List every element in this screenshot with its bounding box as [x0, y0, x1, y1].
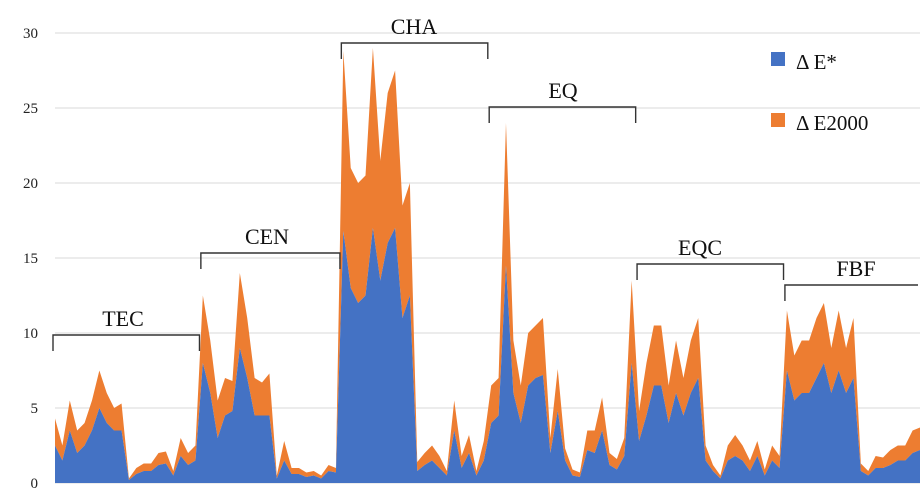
group-annotations: TEC CEN CHA EQ EQC FBF: [52, 14, 918, 351]
y-tick-label: 5: [31, 401, 39, 417]
y-tick-label: 25: [23, 101, 38, 117]
bracket-cen: [200, 252, 341, 269]
bracket-eq: [488, 106, 637, 123]
plot-areas: [55, 48, 920, 483]
group-label-cha: CHA: [391, 14, 438, 39]
y-tick-label: 30: [23, 26, 38, 42]
group-label-eq: EQ: [548, 78, 577, 103]
y-tick-label: 10: [23, 326, 38, 342]
legend-swatch-1: [771, 52, 785, 66]
group-label-tec: TEC: [102, 306, 144, 331]
bracket-cha: [340, 42, 489, 59]
bracket-tec: [52, 334, 201, 351]
legend-label-1: Δ E*: [796, 50, 837, 74]
y-tick-label: 20: [23, 176, 38, 192]
y-tick-label: 0: [31, 476, 39, 492]
y-axis-ticks: 0 5 10 15 20 25 30: [23, 26, 38, 492]
legend-swatch-2: [771, 113, 785, 127]
group-label-fbf: FBF: [836, 256, 875, 281]
bracket-eqc: [636, 263, 785, 280]
legend: Δ E* Δ E2000: [771, 50, 868, 135]
area-series-1: [55, 228, 920, 483]
group-label-cen: CEN: [245, 224, 289, 249]
group-label-eqc: EQC: [678, 235, 722, 260]
legend-label-2: Δ E2000: [796, 111, 868, 135]
bracket-fbf: [784, 284, 918, 301]
y-tick-label: 15: [23, 251, 38, 267]
